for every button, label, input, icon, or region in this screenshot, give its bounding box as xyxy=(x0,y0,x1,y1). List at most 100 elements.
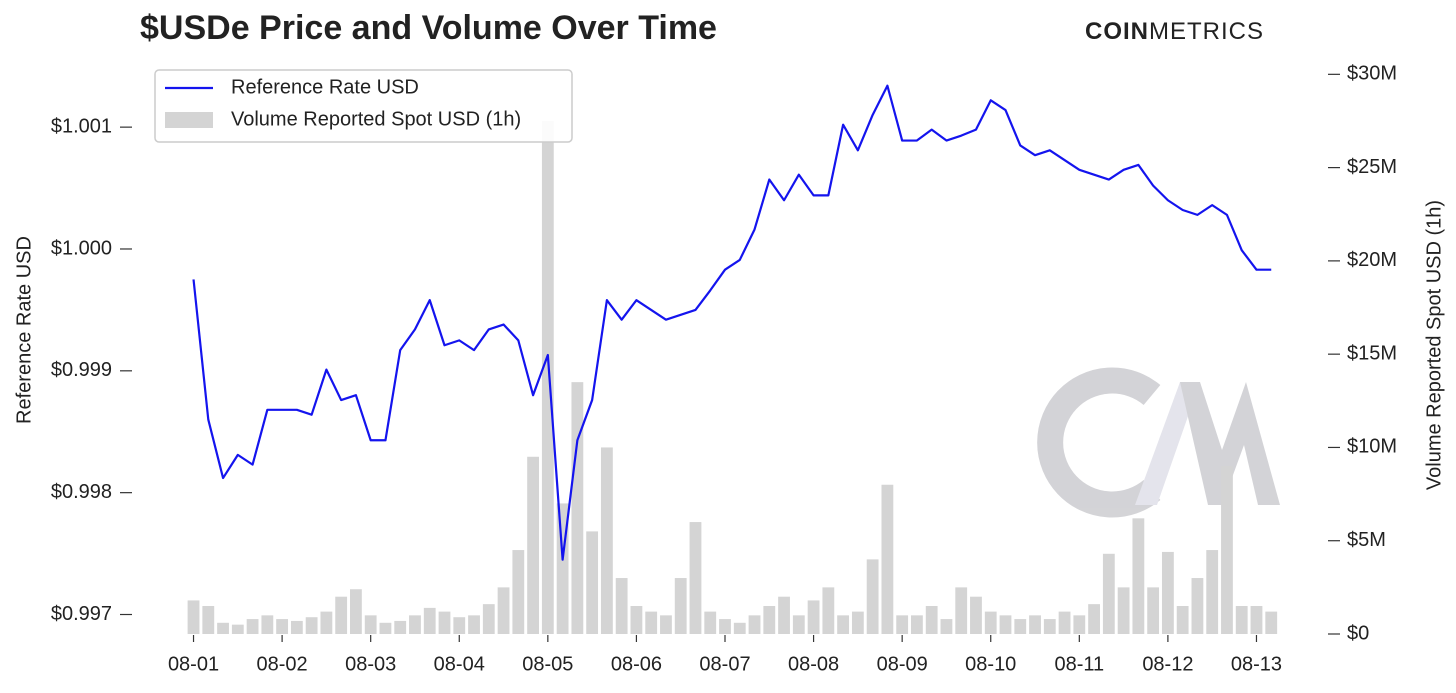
volume-bar xyxy=(600,447,613,634)
volume-bar xyxy=(1102,553,1115,634)
y-tick-label: $1.000 xyxy=(51,237,112,259)
volume-bar xyxy=(851,611,864,634)
y2-tick-label: $0 xyxy=(1347,622,1369,644)
volume-bar xyxy=(1132,518,1145,634)
x-tick-label: 08-05 xyxy=(522,653,573,675)
y2-tick-label: $30M xyxy=(1347,63,1397,85)
x-tick-label: 08-11 xyxy=(1054,653,1104,675)
legend-swatch xyxy=(165,112,213,128)
volume-bar xyxy=(792,615,805,634)
volume-bar xyxy=(1029,615,1041,634)
volume-bar xyxy=(1191,578,1204,634)
volume-bar xyxy=(394,620,407,634)
plot-area xyxy=(187,84,1278,634)
brand: COINMETRICS xyxy=(1085,18,1264,45)
volume-bar xyxy=(261,615,274,634)
volume-bar xyxy=(940,619,953,634)
volume-bar xyxy=(556,503,569,634)
y-tick-label: $1.001 xyxy=(51,115,112,137)
volume-bar xyxy=(615,578,628,634)
volume-bar xyxy=(1221,466,1233,634)
watermark-c xyxy=(1037,367,1161,518)
volume-bar xyxy=(719,619,731,634)
x-tick-label: 08-02 xyxy=(257,653,308,675)
volume-bar xyxy=(674,578,687,634)
legend-label: Reference Rate USD xyxy=(231,76,419,98)
volume-bar xyxy=(202,606,215,634)
volume-bar xyxy=(438,611,451,634)
volume-bar xyxy=(586,531,599,634)
volume-bar xyxy=(984,611,997,634)
volume-bar xyxy=(704,611,717,634)
volume-bar xyxy=(571,382,584,634)
volume-bar xyxy=(1043,619,1056,634)
y-tick-label: $0.999 xyxy=(51,359,112,381)
volume-bar xyxy=(305,617,318,634)
legend-label: Volume Reported Spot USD (1h) xyxy=(231,108,521,130)
x-tick-label: 08-03 xyxy=(345,653,396,675)
volume-bar xyxy=(660,615,672,634)
volume-bar xyxy=(1088,604,1100,634)
volume-bar xyxy=(276,619,289,634)
volume-bar xyxy=(423,607,436,634)
y-tick-label: $0.997 xyxy=(51,603,112,625)
y2-tick-label: $15M xyxy=(1347,342,1397,364)
volume-bar xyxy=(955,587,968,634)
brand-light: METRICS xyxy=(1149,18,1264,45)
volume-bar xyxy=(1161,551,1174,634)
volume-bar xyxy=(512,550,525,634)
volume-bar xyxy=(468,615,480,634)
volume-bar xyxy=(896,615,909,634)
volume-bar xyxy=(763,606,776,634)
y2-tick-label: $5M xyxy=(1347,529,1386,551)
x-tick-label: 08-12 xyxy=(1142,653,1193,675)
volume-bar xyxy=(970,596,982,634)
volume-bar xyxy=(453,617,466,634)
volume-bar xyxy=(1206,550,1219,634)
volume-bar xyxy=(541,120,554,634)
volume-bar xyxy=(689,522,702,634)
x-tick-label: 08-09 xyxy=(877,653,928,675)
y2-tick-label: $20M xyxy=(1347,249,1397,271)
volume-bar xyxy=(866,559,879,634)
volume-bar xyxy=(837,615,850,634)
x-tick-label: 08-07 xyxy=(699,653,750,675)
volume-bar xyxy=(925,606,938,634)
volume-bar xyxy=(527,456,539,634)
x-tick-label: 08-01 xyxy=(168,653,219,675)
volume-bar xyxy=(1235,606,1248,634)
watermark-m xyxy=(1180,382,1280,505)
volume-bar xyxy=(1117,587,1130,634)
volume-bar xyxy=(409,615,421,634)
volume-bar xyxy=(290,620,303,634)
volume-bar xyxy=(881,484,894,634)
volume-bar xyxy=(364,615,377,634)
volume-bar xyxy=(379,622,392,634)
x-tick-label: 08-10 xyxy=(965,653,1016,675)
volume-bar xyxy=(497,587,510,634)
volume-bar xyxy=(911,615,923,634)
y-tick-label: $0.998 xyxy=(51,481,112,503)
chart-title: $USDe Price and Volume Over Time xyxy=(140,9,717,47)
volume-bar xyxy=(350,589,362,634)
volume-bar xyxy=(822,587,835,634)
volume-bar xyxy=(1147,587,1160,634)
volume-bar xyxy=(733,622,746,634)
watermark-slash xyxy=(1135,382,1200,505)
volume-bar xyxy=(1250,606,1263,634)
legend-box xyxy=(154,69,573,143)
volume-bar xyxy=(1073,615,1086,634)
y2-axis-label: Volume Reported Spot USD (1h) xyxy=(1423,200,1445,490)
legend: Reference Rate USD Volume Reported Spot U… xyxy=(154,69,573,143)
volume-bar xyxy=(999,615,1012,634)
x-tick-label: 08-04 xyxy=(434,653,485,675)
brand-bold: COIN xyxy=(1085,18,1149,45)
x-tick-label: 08-08 xyxy=(788,653,839,675)
volume-bar xyxy=(482,604,495,634)
volume-bar xyxy=(246,619,259,634)
volume-bar xyxy=(1265,611,1278,634)
x-tick-label: 08-13 xyxy=(1231,653,1282,675)
volume-bar xyxy=(630,606,643,634)
volume-bar xyxy=(748,615,761,634)
